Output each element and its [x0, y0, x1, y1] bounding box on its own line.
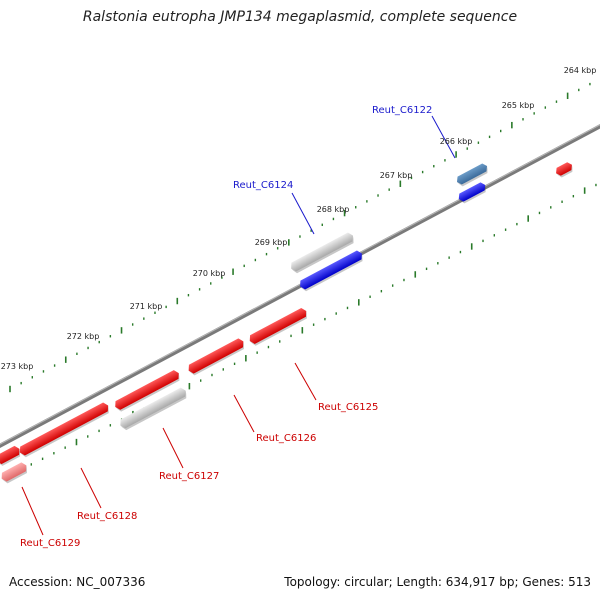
sequence-backbone	[0, 124, 600, 448]
gene-feature-rna	[291, 232, 354, 274]
label-connector	[294, 362, 317, 401]
scale-ticks-inner	[19, 183, 597, 474]
scale-label: 267 kbp	[380, 171, 413, 180]
gene-feature-reverse	[556, 162, 573, 178]
gene-feature-reverse	[115, 370, 180, 412]
gene-feature-reverse	[0, 445, 21, 466]
scale-label: 270 kbp	[193, 269, 226, 278]
gene-feature-forward	[300, 250, 363, 292]
topology-info: Topology: circular; Length: 634,917 bp; …	[284, 575, 591, 589]
scale-ticks-outer	[9, 82, 591, 393]
gene-feature-reverse	[188, 338, 245, 376]
gene-label: Reut_C6128	[77, 511, 137, 522]
gene-label: Reut_C6125	[318, 402, 378, 413]
gene-labels: Reut_C6122 Reut_C6124 Reut_C6125 Reut_C6126…	[20, 105, 432, 549]
scale-label: 266 kbp	[440, 137, 473, 146]
map-title: Ralstonia eutropha JMP134 megaplasmid, c…	[82, 9, 518, 25]
label-connector	[291, 192, 315, 235]
gene-label: Reut_C6122	[372, 105, 432, 116]
scale-label: 273 kbp	[1, 362, 34, 371]
scale-label: 268 kbp	[317, 205, 350, 214]
gene-feature-reverse	[249, 307, 307, 346]
label-connector	[162, 427, 184, 469]
label-connector	[431, 115, 456, 159]
scale-label: 269 kbp	[255, 238, 288, 247]
gene-feature-reverse	[19, 402, 109, 458]
gene-label: Reut_C6124	[233, 180, 293, 191]
gene-feature-forward	[456, 163, 488, 187]
gene-label: Reut_C6127	[159, 471, 219, 482]
gene-feature-rna	[120, 387, 187, 431]
gene-label: Reut_C6126	[256, 433, 316, 444]
label-connector	[80, 467, 102, 509]
scale-label: 272 kbp	[67, 332, 100, 341]
label-connector	[233, 394, 255, 433]
gene-feature-reverse	[1, 462, 27, 484]
label-connector	[21, 486, 44, 536]
gene-feature-forward	[458, 182, 486, 204]
accession-label: Accession: NC_007336	[9, 575, 146, 589]
gene-features	[0, 162, 573, 484]
scale-label: 265 kbp	[502, 101, 535, 110]
scale-label: 271 kbp	[130, 302, 163, 311]
gene-label: Reut_C6129	[20, 538, 80, 549]
scale-labels: 264 kbp 265 kbp 266 kbp 267 kbp 268 kbp 269 k…	[1, 66, 597, 371]
label-connectors	[21, 115, 456, 536]
scale-label: 264 kbp	[564, 66, 597, 75]
